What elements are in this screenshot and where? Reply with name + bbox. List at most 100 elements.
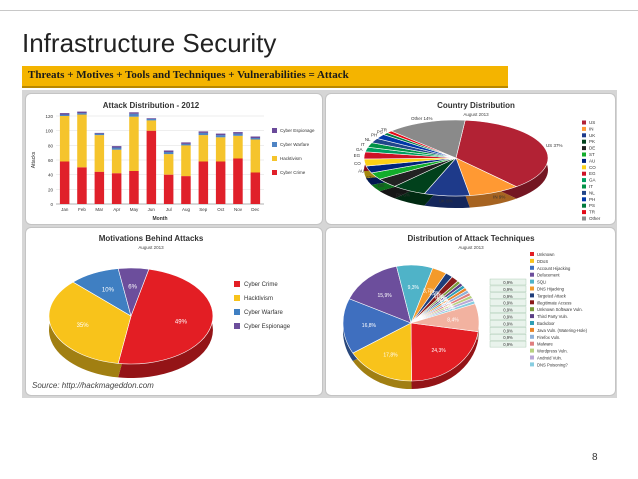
legend-label: ST [589,152,595,157]
legend-value-box [489,285,527,293]
legend-swatch [582,178,586,183]
legend-swatch [530,272,534,277]
subtitle-banner: Threats + Motives + Tools and Techniques… [22,66,508,88]
bar-cyber-espionage-aug [181,142,191,144]
country-distribution-chart: Country Distribution August 2013 US 37% IN … [354,101,601,221]
legend-value: 0,9% [503,321,513,326]
bar-cyber-warfare-oct [215,135,226,138]
x-tick-label: Jun [148,207,156,212]
chart-subtitle: August 2013 [463,112,489,117]
legend-value: 0,9% [503,342,513,347]
bar-cyber-espionage-sep [198,131,209,133]
slice-label: IT [361,142,365,147]
country-distribution-panel: Country Distribution August 2013 US 37% IN … [325,93,616,225]
technique-slice-ddos [352,322,412,382]
bar-hacktivism-jan [59,116,70,162]
legend-label: Cyber Warfare [244,310,283,316]
legend-swatch [582,165,586,170]
chart-title: Distribution of Attack Techniques [407,234,535,243]
slide-title: Infrastructure Security [22,28,277,58]
legend-label: Cyber Crime [244,282,278,288]
legend-swatch [530,300,534,305]
bar-cyber-espionage-apr [111,146,122,148]
technique-data-label: 0,9% [439,300,451,306]
legend-swatch [234,323,240,329]
bar-cyber-espionage-jul [163,150,174,152]
x-tick-label: Dec [251,207,260,212]
legend-label: EG [589,171,596,176]
legend-label: Targeted Attack [537,293,567,298]
legend-label: Cyber Warfare [280,142,310,147]
legend-swatch [582,146,586,151]
attack-distribution-chart: Attack Distribution - 2012 0 20 40 60 80 100 12… [31,101,315,222]
legend-swatch [530,355,534,360]
technique-slice-pieces-label-8-4 [410,303,480,333]
legend-value: 0,9% [503,308,513,313]
bar-cyber-crime-sep [198,161,209,204]
legend-swatch [234,281,240,287]
subtitle-text: Threats + Motives + Tools and Techniques… [28,69,349,81]
bar-cyber-crime-jul [163,174,174,204]
legend-label: Hacktivism [244,296,273,302]
bar-cyber-warfare-sep [198,132,209,136]
x-tick-label: May [130,207,139,212]
x-tick-label: Mar [95,207,103,212]
y-tick-label: 60 [48,158,54,163]
bar-cyber-warfare-may [129,113,139,117]
legend-label: Unknown Software Vuln. [537,307,583,312]
y-tick-label: 100 [45,129,53,134]
bar-hacktivism-sep [198,135,209,162]
technique-data-label: 17,8% [383,352,398,358]
bar-cyber-espionage-feb [77,111,87,114]
legend-value-box [489,299,527,306]
legend-swatch [530,265,534,270]
country-slice-us [455,119,549,187]
slice-label: ST [366,176,372,181]
bar-hacktivism-feb [77,114,87,168]
slice-label: GA [356,147,363,152]
y-tick-label: 0 [50,202,53,207]
legend-swatch [582,139,586,144]
bar-hacktivism-jun [146,120,157,131]
legend-label: IT [589,184,593,189]
legend-value-box [489,306,527,313]
technique-data-label: 16,8% [362,323,377,329]
slice-label: US 37% [546,143,563,148]
technique-slice-defacement [348,265,412,324]
legend-label: Java Vuln. (Watering-Hole) [537,328,588,333]
legend-swatch [582,197,586,202]
legend-value-box [489,278,527,286]
technique-slice-account-hijacking [342,298,412,354]
bar-cyber-crime-nov [233,158,243,204]
chart-subtitle: August 2013 [138,245,164,250]
legend-value: 0,9% [503,301,513,306]
x-tick-label: Apr [113,207,121,212]
page-number: 8 [592,452,598,463]
slice-label: PH [371,133,377,138]
bar-cyber-espionage-mar [94,132,105,134]
bar-cyber-crime-feb [77,167,87,204]
slice-label: DE [378,183,384,188]
technique-data-label: 0,9% [441,302,453,308]
legend-value-box [489,292,527,300]
legend-value-box [489,327,527,334]
legend-label: Cyber Crime [280,170,306,175]
legend-label: Cyber Espionage [244,324,291,330]
motivation-slice-cyber-crime [117,268,214,365]
x-tick-label: Feb [78,207,86,212]
country-slice-other [390,119,466,159]
x-tick-label: Jul [166,207,172,212]
legend-label: Hacktivism [280,156,302,161]
legend-swatch [272,156,277,161]
legend-label: Cyber Espionage [280,128,315,133]
slice-label: PS [377,130,383,135]
x-axis-label: Month [153,216,168,222]
technique-data-label: 1,9% [429,291,441,297]
bar-cyber-warfare-apr [111,147,122,150]
bar-cyber-warfare-jan [59,114,70,116]
slice-label: AU [358,169,364,174]
legend-label: PH [589,197,595,202]
legend-swatch [582,171,586,176]
legend-swatch [530,252,534,256]
legend-swatch [530,327,534,332]
